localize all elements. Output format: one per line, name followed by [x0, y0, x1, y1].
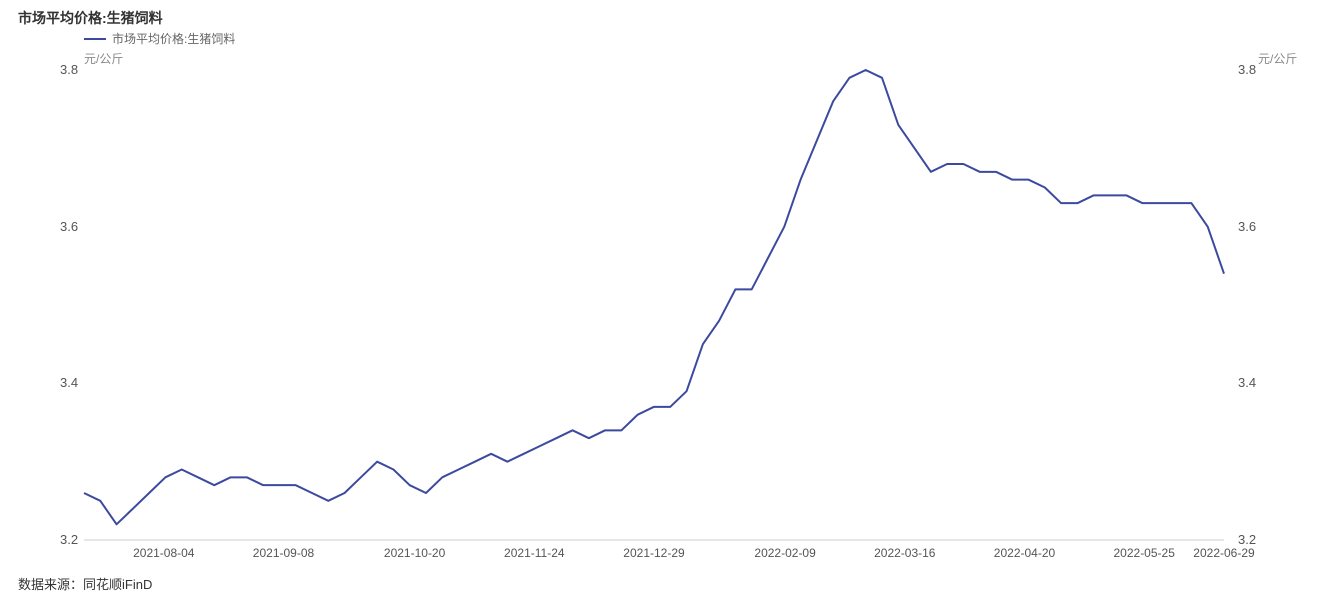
legend-series-label: 市场平均价格:生猪饲料 — [112, 30, 235, 47]
x-tick-label: 2022-06-29 — [1193, 546, 1254, 560]
x-tick-label: 2021-12-29 — [623, 546, 684, 560]
y-tick-right: 3.8 — [1238, 62, 1256, 77]
y-tick-right: 3.6 — [1238, 219, 1256, 234]
x-tick-label: 2021-09-08 — [253, 546, 314, 560]
y-axis-unit-right: 元/公斤 — [1258, 50, 1297, 67]
x-tick-label: 2022-04-20 — [994, 546, 1055, 560]
y-tick-left: 3.6 — [60, 219, 78, 234]
chart-legend: 市场平均价格:生猪饲料 — [84, 30, 235, 47]
x-tick-label: 2022-05-25 — [1113, 546, 1174, 560]
x-tick-label: 2021-08-04 — [133, 546, 194, 560]
series-line — [84, 70, 1224, 524]
y-tick-right: 3.4 — [1238, 375, 1256, 390]
y-tick-left: 3.2 — [60, 532, 78, 547]
chart-svg — [84, 70, 1224, 540]
x-tick-label: 2021-11-24 — [504, 546, 565, 560]
chart-title: 市场平均价格:生猪饲料 — [18, 8, 163, 28]
legend-series-line — [84, 38, 106, 40]
x-tick-label: 2022-02-09 — [754, 546, 815, 560]
chart-container: { "title": { "text": "市场平均价格:生猪饲料", "fon… — [0, 0, 1323, 598]
data-source-label: 数据来源：同花顺iFinD — [18, 574, 152, 593]
y-axis-unit-left: 元/公斤 — [84, 50, 123, 67]
y-tick-left: 3.8 — [60, 62, 78, 77]
x-tick-label: 2022-03-16 — [874, 546, 935, 560]
y-tick-right: 3.2 — [1238, 532, 1256, 547]
y-tick-left: 3.4 — [60, 375, 78, 390]
plot-area — [84, 70, 1224, 540]
x-tick-label: 2021-10-20 — [384, 546, 445, 560]
